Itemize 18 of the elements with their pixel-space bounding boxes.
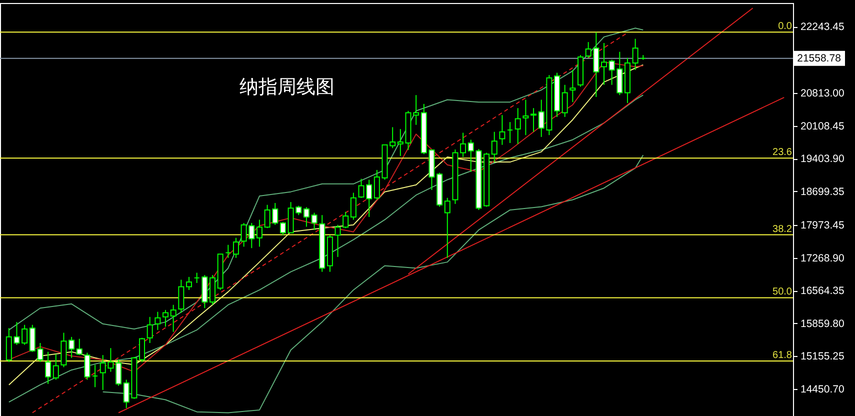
y-tick-label: 18699.35 bbox=[800, 186, 844, 198]
y-tick-label: 19403.90 bbox=[800, 153, 844, 166]
annotation: 38.2 bbox=[772, 224, 792, 235]
y-tick-label: 17268.90 bbox=[800, 252, 844, 264]
y-tick-label: 20813.00 bbox=[800, 88, 844, 100]
y-tick-label: 16564.35 bbox=[800, 285, 844, 298]
y-tick-label: 17973.45 bbox=[800, 220, 844, 232]
annotation: 61.8 bbox=[772, 350, 792, 361]
y-tick-label: 15859.80 bbox=[800, 318, 844, 330]
y-tick-label: 15155.25 bbox=[800, 350, 844, 363]
y-tick-label: 22243.45 bbox=[800, 21, 844, 34]
y-tick-label: 14450.70 bbox=[800, 383, 844, 396]
annotation: 50.0 bbox=[772, 286, 792, 298]
annotation: 23.6 bbox=[772, 147, 792, 158]
annotation: 0.0 bbox=[778, 21, 792, 32]
text: 纳指周线图 bbox=[240, 76, 334, 98]
ref-line-label: 21558.78 bbox=[797, 52, 842, 64]
y-tick-label: 20108.45 bbox=[800, 120, 844, 132]
